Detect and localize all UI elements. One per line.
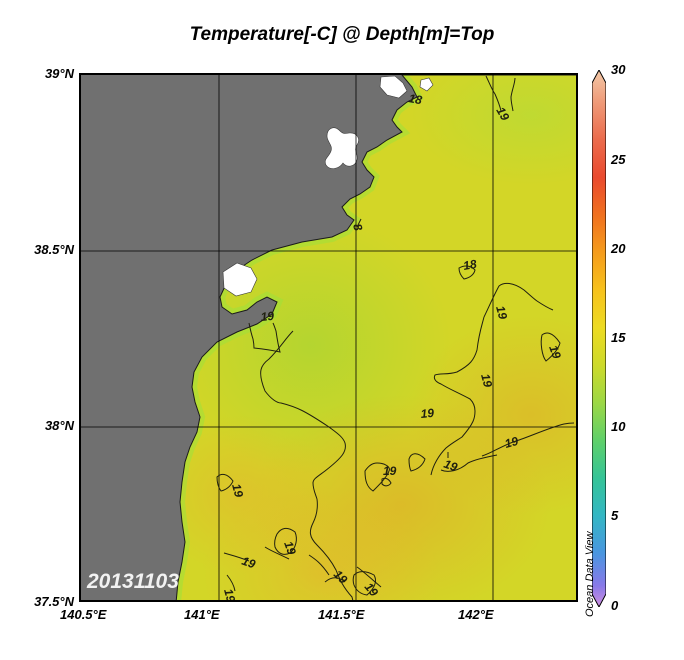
svg-text:18: 18: [407, 91, 423, 107]
svg-text:19: 19: [221, 587, 238, 602]
svg-text:19: 19: [383, 464, 397, 478]
svg-text:19: 19: [420, 406, 435, 421]
svg-text:18: 18: [462, 257, 478, 273]
svg-text:19: 19: [260, 309, 275, 324]
